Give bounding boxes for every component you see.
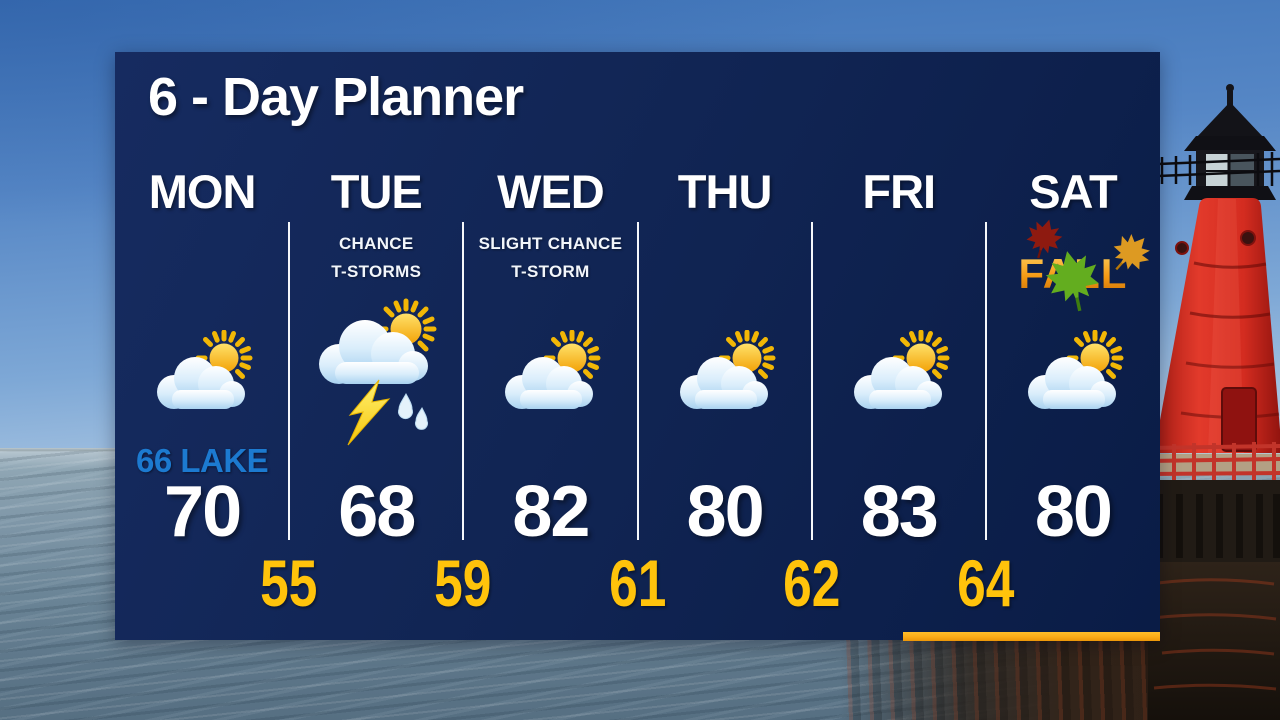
- orange-leaf-icon: [1113, 233, 1150, 271]
- lighthouse-photo: [1148, 84, 1280, 720]
- weather-icon-slot: [812, 310, 986, 440]
- day-column-thu: THU: [638, 52, 812, 640]
- accent-bar: [903, 632, 1160, 641]
- column-divider: [985, 222, 987, 540]
- partly-cloudy-icon: [1027, 330, 1124, 409]
- partly-cloudy-icon: [679, 330, 776, 409]
- high-temp: 83: [860, 472, 939, 552]
- condition-text: SLIGHT CHANCE T-STORM: [478, 234, 623, 281]
- green-maple-leaf-icon: [1045, 251, 1099, 312]
- high-temp: 82: [512, 472, 590, 552]
- condition-text: CHANCE T-STORMS: [331, 234, 422, 281]
- day-column-sat: SAT FALL: [986, 52, 1160, 640]
- partly-cloudy-icon: [505, 330, 601, 409]
- lake-temp-label: 66 LAKE: [135, 442, 269, 479]
- high-temp: 80: [686, 472, 765, 552]
- day-label: THU: [677, 165, 773, 218]
- high-temp: 80: [1034, 472, 1113, 552]
- red-maple-leaf-icon: [1026, 219, 1063, 259]
- day-column-fri: FRI: [812, 52, 986, 640]
- day-label: SAT: [1029, 165, 1118, 218]
- low-temp: 62: [783, 546, 841, 620]
- low-temp: 61: [609, 546, 667, 620]
- partly-cloudy-icon: [157, 330, 253, 409]
- low-temp: 64: [957, 546, 1015, 620]
- column-divider: [462, 222, 464, 540]
- low-temp: 59: [434, 546, 492, 620]
- day-column-mon: MON: [115, 52, 289, 640]
- day-label: TUE: [330, 165, 423, 218]
- weather-icon-slot: [115, 310, 289, 440]
- forecast-panel: 6 - Day Planner MON: [115, 52, 1160, 641]
- day-label: FRI: [862, 165, 936, 218]
- fall-badge: FALL: [986, 219, 1160, 334]
- weather-icon-slot: [463, 310, 637, 440]
- weather-icon-slot: [638, 310, 812, 440]
- column-divider: [811, 222, 813, 540]
- thunderstorm-icon: [319, 298, 437, 446]
- weather-icon-slot: [986, 310, 1160, 440]
- partly-cloudy-icon: [853, 330, 950, 409]
- day-column-tue: TUE CHANCE T-STORMS: [289, 52, 463, 640]
- day-columns: MON: [115, 52, 1160, 640]
- day-label: WED: [497, 165, 605, 218]
- column-divider: [288, 222, 290, 540]
- low-temp: 55: [260, 546, 318, 620]
- high-temp: 70: [164, 472, 242, 552]
- panel-title: 6 - Day Planner: [148, 67, 524, 127]
- day-label: MON: [148, 165, 257, 218]
- column-divider: [637, 222, 639, 540]
- weather-icon-slot: [289, 294, 463, 454]
- high-temp: 68: [338, 472, 416, 552]
- day-column-wed: WED SLIGHT CHANCE T-STORM: [463, 52, 637, 640]
